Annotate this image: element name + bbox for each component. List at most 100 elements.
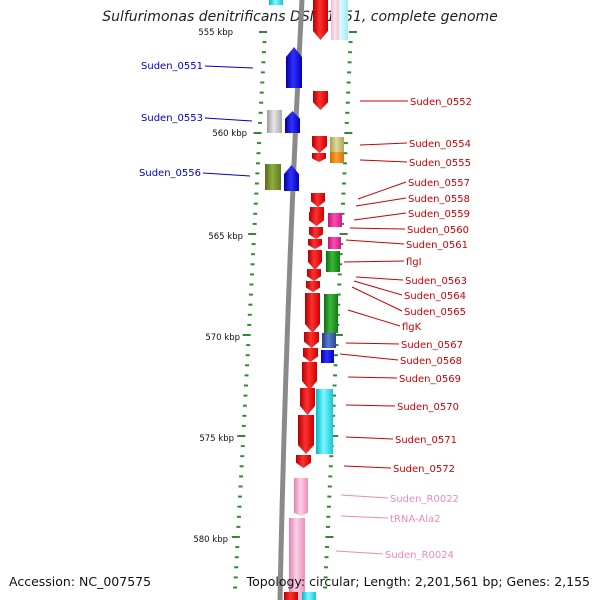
gene-label-suden-r0024[interactable]: Suden_R0024 <box>385 550 454 561</box>
feature-cds-red-3[interactable] <box>311 193 325 207</box>
gene-label-suden-0551[interactable]: Suden_0551 <box>141 61 203 72</box>
gene-label-suden-0552[interactable]: Suden_0552 <box>410 97 472 108</box>
callout-line-right <box>345 342 400 345</box>
label-callout-lines <box>202 65 408 555</box>
callout-line-right <box>355 197 407 207</box>
gene-label-suden-0560[interactable]: Suden_0560 <box>407 225 469 236</box>
callout-line-right <box>355 276 404 281</box>
feature-cds-red-17[interactable] <box>296 455 311 468</box>
gene-label-suden-0558[interactable]: Suden_0558 <box>408 194 470 205</box>
gene-label-suden-0561[interactable]: Suden_0561 <box>406 240 468 251</box>
callout-line-rna <box>340 494 389 499</box>
feature-cds-red-2[interactable] <box>312 153 326 162</box>
gene-label-suden-0556[interactable]: Suden_0556 <box>139 168 201 179</box>
left-gene-labels: Suden_0551 Suden_0553 Suden_0556 <box>139 61 203 179</box>
gene-label-suden-0572[interactable]: Suden_0572 <box>393 464 455 475</box>
feature-cds-red-6[interactable] <box>309 227 323 239</box>
feature-cds-red-0[interactable] <box>313 91 328 110</box>
feature-bottom-red[interactable] <box>284 592 298 600</box>
feature-cds-red-13[interactable] <box>303 348 318 362</box>
feature-cds-red-11[interactable] <box>305 293 320 333</box>
feature-suden-0559[interactable] <box>328 213 342 227</box>
callout-line-right <box>353 280 403 296</box>
gene-label-suden-0564[interactable]: Suden_0564 <box>404 291 466 302</box>
callout-line-right <box>339 353 399 361</box>
feature-cds-red-14[interactable] <box>302 362 317 390</box>
callout-line-right <box>343 465 392 469</box>
gene-label-suden-0555[interactable]: Suden_0555 <box>409 158 471 169</box>
gene-label-suden-0557[interactable]: Suden_0557 <box>408 178 470 189</box>
callout-line-left <box>204 65 254 69</box>
feature-suden-r0022[interactable] <box>294 478 308 508</box>
feature-suden-0568[interactable] <box>321 350 334 363</box>
ruler-labels: 555 kbp 560 kbp 565 kbp 570 kbp 575 kbp … <box>193 28 247 545</box>
feature-suden-0556-arrow[interactable] <box>284 165 299 191</box>
feature-bottom-cyan[interactable] <box>302 592 316 600</box>
callout-line-right <box>345 404 396 407</box>
feature-cds-red-5[interactable] <box>309 212 324 226</box>
callout-line-rna <box>340 515 389 519</box>
gene-features <box>265 0 348 600</box>
footer-accession: Accession: NC_007575 <box>9 574 152 589</box>
gene-label-suden-0553[interactable]: Suden_0553 <box>141 113 203 124</box>
feature-top-lightpink[interactable] <box>331 0 339 40</box>
feature-top-red[interactable] <box>313 0 328 40</box>
feature-cds-red-10[interactable] <box>306 281 320 292</box>
gene-label-suden-0554[interactable]: Suden_0554 <box>409 139 471 150</box>
ruler-label-580: 580 kbp <box>193 535 228 545</box>
footer-topology: Topology: circular; Length: 2,201,561 bp… <box>246 574 590 589</box>
gene-label-suden-0570[interactable]: Suden_0570 <box>397 402 459 413</box>
ruler-label-555: 555 kbp <box>198 28 233 38</box>
callout-line-right <box>345 239 405 245</box>
feature-suden-0567[interactable] <box>322 333 336 348</box>
feature-suden-0551[interactable] <box>286 47 302 88</box>
gene-label-trna-ala2[interactable]: tRNA-Ala2 <box>390 514 440 525</box>
callout-line-right <box>347 376 398 379</box>
feature-suden-0556[interactable] <box>265 164 281 190</box>
feature-top-cyan[interactable] <box>269 0 283 5</box>
feature-cds-red-8[interactable] <box>308 250 322 270</box>
feature-suden-0571[interactable] <box>316 389 333 454</box>
feature-cds-red-16[interactable] <box>298 415 314 454</box>
feature-suden-0561[interactable] <box>328 237 341 249</box>
gene-label-suden-0571[interactable]: Suden_0571 <box>395 435 457 446</box>
callout-line-right <box>349 227 406 230</box>
gene-label-suden-0567[interactable]: Suden_0567 <box>401 340 463 351</box>
callout-line-rna <box>335 550 384 555</box>
feature-suden-0553[interactable] <box>267 110 282 133</box>
ruler-label-575: 575 kbp <box>199 434 234 444</box>
callout-line-right <box>357 181 407 200</box>
feature-cds-red-7[interactable] <box>308 239 322 249</box>
gene-label-flgk[interactable]: flgK <box>402 322 422 333</box>
gene-label-suden-0565[interactable]: Suden_0565 <box>404 307 466 318</box>
callout-line-right <box>343 260 405 263</box>
callout-line-right <box>359 142 408 146</box>
callout-line-left <box>202 172 251 177</box>
feature-flgi[interactable] <box>326 251 340 272</box>
gene-label-suden-0568[interactable]: Suden_0568 <box>400 356 462 367</box>
feature-trna-ala2[interactable] <box>294 508 308 516</box>
feature-cds-red-9[interactable] <box>307 269 321 281</box>
gene-label-suden-0569[interactable]: Suden_0569 <box>399 374 461 385</box>
callout-line-right <box>351 286 403 312</box>
callout-line-right <box>359 159 408 163</box>
feature-suden-0553-arrow[interactable] <box>285 111 300 133</box>
callout-line-left <box>204 117 253 122</box>
gene-label-suden-0559[interactable]: Suden_0559 <box>408 209 470 220</box>
gene-label-flgi[interactable]: flgI <box>406 257 422 268</box>
gene-label-suden-r0022[interactable]: Suden_R0022 <box>390 494 459 505</box>
feature-cds-red-15[interactable] <box>300 388 315 415</box>
ruler-label-565: 565 kbp <box>208 232 243 242</box>
feature-suden-0555[interactable] <box>330 152 344 163</box>
feature-cds-red-12[interactable] <box>304 332 319 348</box>
callout-line-right <box>353 212 407 221</box>
feature-suden-r0024[interactable] <box>289 518 305 600</box>
ruler-label-560: 560 kbp <box>212 129 247 139</box>
feature-cds-red-1[interactable] <box>312 136 327 153</box>
feature-flgk[interactable] <box>324 294 338 333</box>
gene-label-suden-0563[interactable]: Suden_0563 <box>405 276 467 287</box>
right-gene-labels: Suden_0552 Suden_0554 Suden_0555 Suden_0… <box>385 97 472 561</box>
callout-line-right <box>347 309 401 327</box>
